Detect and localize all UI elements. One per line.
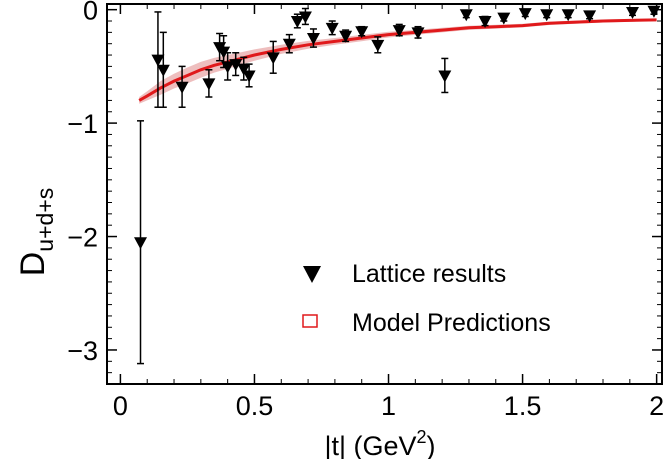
triangle-marker xyxy=(202,78,216,91)
triangle-marker xyxy=(561,9,575,22)
y-axis-label-main: D xyxy=(14,252,52,277)
triangle-marker xyxy=(266,52,280,65)
triangle-marker xyxy=(355,26,369,39)
triangle-marker xyxy=(497,12,511,25)
y-axis-label-sub: u+d+s xyxy=(32,188,58,252)
x-tick-label: 0 xyxy=(113,391,128,421)
lattice-point xyxy=(411,25,425,40)
y-tick-label: 0 xyxy=(83,0,98,26)
x-tick-label: 1.5 xyxy=(504,391,542,421)
lattice-point xyxy=(266,40,280,74)
triangle-marker xyxy=(626,6,640,19)
lattice-point xyxy=(459,9,473,22)
x-tick-label: 1 xyxy=(381,391,396,421)
lattice-point xyxy=(156,31,170,108)
triangle-marker xyxy=(392,25,406,38)
triangle-marker xyxy=(156,64,170,77)
y-axis-label: Du+d+s xyxy=(14,188,58,277)
ticks-layer: 0 0.5 1 1.5 2 0 −1 −2 −3 xyxy=(67,0,664,421)
triangle-marker xyxy=(411,27,425,40)
lattice-point xyxy=(175,65,189,108)
lattice-point xyxy=(438,57,452,94)
triangle-marker xyxy=(325,22,339,35)
x-tick-label: 2 xyxy=(649,391,664,421)
lattice-point xyxy=(221,52,235,81)
triangle-marker xyxy=(221,61,235,74)
y-tick-label: −3 xyxy=(67,336,98,366)
triangle-marker xyxy=(540,9,554,22)
lattice-point xyxy=(371,36,385,54)
lattice-point xyxy=(237,56,251,81)
x-axis-label-tail: ) xyxy=(427,431,436,459)
x-tick-label: 0.5 xyxy=(236,391,274,421)
triangle-marker xyxy=(478,16,492,29)
lattice-point xyxy=(392,23,406,38)
triangle-marker xyxy=(371,39,385,52)
lattice-point xyxy=(626,6,640,19)
lattice-point xyxy=(478,15,492,29)
lattice-point xyxy=(290,13,304,29)
lattice-point xyxy=(306,28,320,48)
triangle-marker xyxy=(306,33,320,46)
triangle-marker xyxy=(583,10,597,23)
triangle-marker xyxy=(282,38,296,51)
triangle-marker xyxy=(217,46,231,59)
legend-marker-lattice xyxy=(303,266,321,283)
lattice-point xyxy=(325,20,339,36)
y-tick-label: −1 xyxy=(67,109,98,139)
lattice-points-layer xyxy=(134,5,661,365)
plot-frame xyxy=(106,3,663,385)
lattice-point xyxy=(242,63,256,88)
triangle-marker xyxy=(298,11,312,24)
triangle-marker xyxy=(290,16,304,29)
legend-label-lattice: Lattice results xyxy=(352,260,506,288)
y-tick-label: −2 xyxy=(67,223,98,253)
lattice-point xyxy=(282,33,296,54)
lattice-point xyxy=(497,12,511,25)
legend-label-model: Model Predictions xyxy=(352,309,551,337)
triangle-marker xyxy=(647,5,661,18)
triangle-marker xyxy=(438,70,452,83)
triangle-marker xyxy=(518,8,532,21)
triangle-marker xyxy=(134,237,148,250)
lattice-point xyxy=(355,25,369,39)
triangle-marker xyxy=(229,59,243,72)
triangle-marker xyxy=(459,9,473,22)
lattice-point xyxy=(202,69,216,98)
lattice-point xyxy=(229,52,243,77)
lattice-point xyxy=(647,5,661,18)
triangle-marker xyxy=(151,54,165,67)
lattice-point xyxy=(134,120,148,365)
triangle-marker xyxy=(237,63,251,76)
lattice-point xyxy=(583,10,597,23)
lattice-point xyxy=(339,29,353,43)
lattice-point xyxy=(540,9,554,22)
lattice-point xyxy=(561,9,575,22)
legend: Lattice results Model Predictions xyxy=(302,260,551,337)
x-axis-label: |t| (GeV2) xyxy=(324,427,435,459)
triangle-marker xyxy=(339,30,353,43)
triangle-marker xyxy=(175,81,189,94)
legend-marker-model xyxy=(302,314,318,328)
model-line-layer xyxy=(138,18,657,102)
x-axis-label-sup: 2 xyxy=(417,427,427,447)
triangle-marker xyxy=(242,70,256,83)
lattice-point xyxy=(518,8,532,21)
model-prediction-line xyxy=(138,18,657,102)
x-axis-label-main: |t| (GeV xyxy=(324,431,416,459)
